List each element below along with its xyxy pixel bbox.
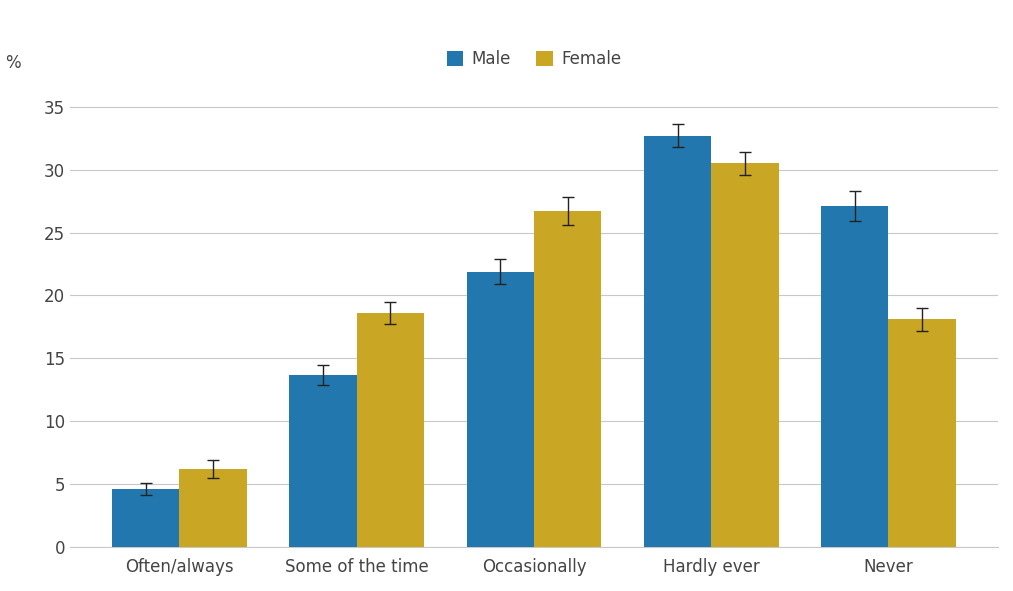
Legend: Male, Female: Male, Female — [440, 44, 628, 75]
Text: %: % — [5, 54, 20, 73]
Bar — [290, 375, 357, 547]
Bar — [822, 206, 888, 547]
Bar — [112, 489, 179, 547]
Bar — [644, 136, 711, 547]
Bar — [179, 469, 247, 547]
Bar — [357, 313, 424, 547]
Bar — [711, 164, 779, 547]
Bar — [467, 271, 534, 547]
Bar — [534, 211, 602, 547]
Bar — [888, 319, 956, 547]
